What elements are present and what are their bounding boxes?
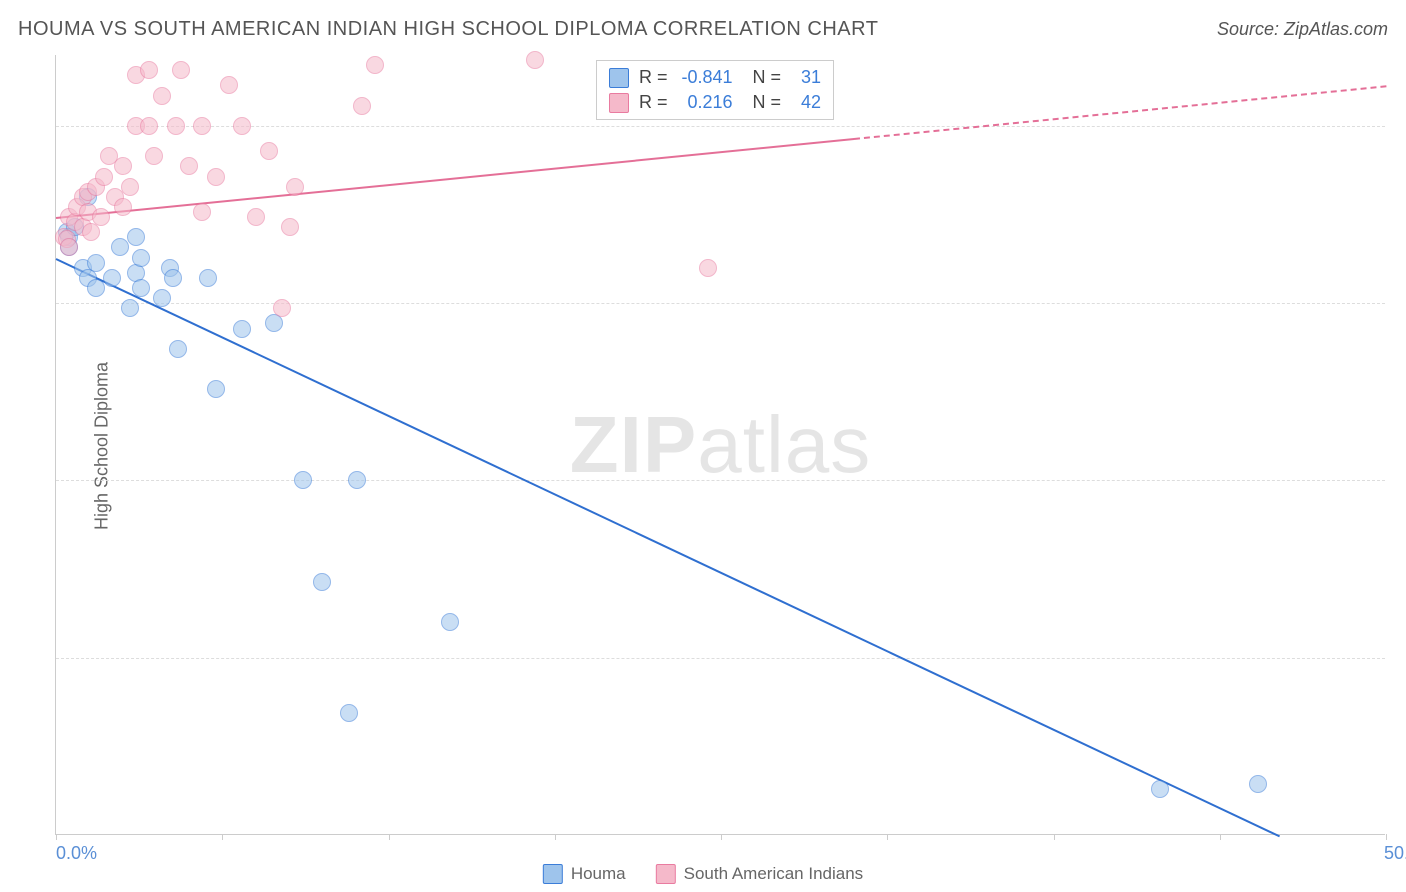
x-tick: [555, 834, 556, 840]
data-point: [60, 238, 78, 256]
watermark-bold: ZIP: [570, 400, 697, 489]
stat-n-label: N =: [753, 92, 782, 113]
gridline: [56, 126, 1385, 127]
data-point: [1151, 780, 1169, 798]
y-tick-label: 100.0%: [1395, 115, 1406, 136]
data-point: [207, 380, 225, 398]
stat-n-value: 42: [791, 92, 821, 113]
data-point: [233, 117, 251, 135]
data-point: [145, 147, 163, 165]
x-tick: [721, 834, 722, 840]
legend-swatch: [656, 864, 676, 884]
data-point: [82, 223, 100, 241]
x-tick-label: 50.0%: [1384, 843, 1406, 864]
data-point: [366, 56, 384, 74]
data-point: [169, 340, 187, 358]
data-point: [132, 279, 150, 297]
data-point: [247, 208, 265, 226]
stats-box: R = -0.841 N = 31 R = 0.216 N = 42: [596, 60, 834, 120]
x-tick: [56, 834, 57, 840]
source-attribution: Source: ZipAtlas.com: [1217, 19, 1388, 40]
watermark: ZIPatlas: [570, 399, 871, 491]
data-point: [273, 299, 291, 317]
y-tick-label: 47.5%: [1395, 647, 1406, 668]
data-point: [193, 117, 211, 135]
stat-n-label: N =: [753, 67, 782, 88]
legend-swatch: [543, 864, 563, 884]
y-tick-label: 65.0%: [1395, 470, 1406, 491]
gridline: [56, 480, 1385, 481]
legend-label: Houma: [571, 864, 626, 884]
data-point: [111, 238, 129, 256]
watermark-rest: atlas: [697, 400, 871, 489]
data-point: [281, 218, 299, 236]
data-point: [260, 142, 278, 160]
stats-swatch: [609, 93, 629, 113]
stats-row: R = 0.216 N = 42: [597, 90, 833, 115]
data-point: [172, 61, 190, 79]
data-point: [153, 289, 171, 307]
stats-swatch: [609, 68, 629, 88]
data-point: [313, 573, 331, 591]
stat-r-value: 0.216: [678, 92, 733, 113]
data-point: [87, 279, 105, 297]
data-point: [92, 208, 110, 226]
scatter-chart: ZIPatlas 47.5%65.0%82.5%100.0%0.0%50.0%R…: [55, 55, 1385, 835]
stat-r-label: R =: [639, 92, 668, 113]
data-point: [167, 117, 185, 135]
data-point: [699, 259, 717, 277]
chart-header: HOUMA VS SOUTH AMERICAN INDIAN HIGH SCHO…: [18, 18, 1388, 41]
x-tick: [1220, 834, 1221, 840]
data-point: [340, 704, 358, 722]
data-point: [121, 178, 139, 196]
data-point: [220, 76, 238, 94]
data-point: [95, 168, 113, 186]
trend-line: [854, 85, 1386, 140]
x-tick: [1386, 834, 1387, 840]
data-point: [164, 269, 182, 287]
trend-line: [56, 258, 1280, 837]
x-tick: [1054, 834, 1055, 840]
data-point: [526, 51, 544, 69]
data-point: [114, 198, 132, 216]
x-tick: [389, 834, 390, 840]
x-tick: [222, 834, 223, 840]
y-tick-label: 82.5%: [1395, 293, 1406, 314]
data-point: [153, 87, 171, 105]
data-point: [127, 228, 145, 246]
data-point: [1249, 775, 1267, 793]
legend-label: South American Indians: [684, 864, 864, 884]
chart-title: HOUMA VS SOUTH AMERICAN INDIAN HIGH SCHO…: [18, 18, 878, 41]
stat-r-label: R =: [639, 67, 668, 88]
legend-item: Houma: [543, 864, 626, 884]
stats-row: R = -0.841 N = 31: [597, 65, 833, 90]
data-point: [132, 249, 150, 267]
data-point: [233, 320, 251, 338]
x-tick: [887, 834, 888, 840]
data-point: [207, 168, 225, 186]
data-point: [180, 157, 198, 175]
data-point: [294, 471, 312, 489]
data-point: [193, 203, 211, 221]
gridline: [56, 303, 1385, 304]
data-point: [348, 471, 366, 489]
trend-line: [56, 138, 854, 219]
data-point: [140, 117, 158, 135]
data-point: [121, 299, 139, 317]
stat-n-value: 31: [791, 67, 821, 88]
data-point: [114, 157, 132, 175]
data-point: [140, 61, 158, 79]
stat-r-value: -0.841: [678, 67, 733, 88]
legend-item: South American Indians: [656, 864, 864, 884]
data-point: [441, 613, 459, 631]
data-point: [286, 178, 304, 196]
data-point: [199, 269, 217, 287]
data-point: [353, 97, 371, 115]
legend: Houma South American Indians: [533, 864, 873, 884]
data-point: [87, 254, 105, 272]
gridline: [56, 658, 1385, 659]
data-point: [103, 269, 121, 287]
x-tick-label: 0.0%: [56, 843, 97, 864]
